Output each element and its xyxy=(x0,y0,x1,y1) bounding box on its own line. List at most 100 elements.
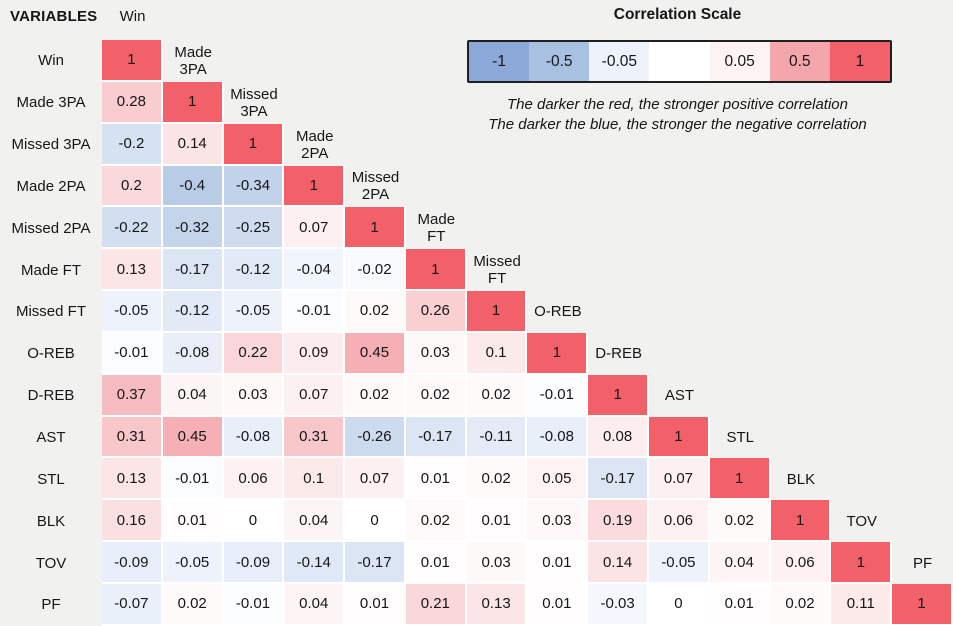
matrix-cell: 0.14 xyxy=(588,542,650,584)
correlation-scale-legend: -1 -0.5 -0.05 0.05 0.5 1 xyxy=(467,40,892,83)
matrix-cell: -0.08 xyxy=(223,416,285,459)
matrix-cell: -0.17 xyxy=(162,249,224,292)
row-label: Missed 2PA xyxy=(11,219,91,237)
variables-header-label: VARIABLES xyxy=(10,8,98,25)
matrix-row: PF -0.07 0.02 -0.01 0.04 0.01 0.21 0.13 0.01 -0.0… xyxy=(0,583,953,626)
correlation-matrix: Win 1 Made 3PA Made 3PA 0.28 1 Missed 3PA Missed … xyxy=(0,40,953,626)
matrix-row: Made 3PA 0.28 1 Missed 3PA xyxy=(0,81,953,124)
matrix-cell: 0.06 xyxy=(770,542,832,584)
matrix-row: Made FT 0.13 -0.17 -0.12 -0.04 -0.02 1 Missed FT xyxy=(0,249,953,292)
row-label: TOV xyxy=(35,554,67,572)
matrix-cell: 0.07 xyxy=(284,207,346,250)
matrix-cell: 0.19 xyxy=(588,500,650,543)
matrix-cell: -0.01 xyxy=(527,374,589,417)
matrix-cell: 0.05 xyxy=(527,458,589,501)
matrix-cell: 0 xyxy=(345,500,406,543)
matrix-cell: -0.08 xyxy=(162,332,224,375)
matrix-cell: 0.06 xyxy=(649,500,710,543)
matrix-cell: 0.26 xyxy=(405,291,467,333)
row-label: Missed FT xyxy=(15,303,86,321)
matrix-cell: 0.13 xyxy=(102,249,163,292)
matrix-cell: 0.01 xyxy=(405,542,467,584)
legend-segment: -0.05 xyxy=(589,42,650,81)
matrix-row: Made 2PA 0.2 -0.4 -0.34 1 Missed 2PA xyxy=(0,165,953,208)
matrix-cell: -0.12 xyxy=(223,249,285,292)
matrix-cell: -0.05 xyxy=(649,542,710,584)
matrix-cell: 1 xyxy=(649,416,710,459)
matrix-cell: 0.37 xyxy=(102,374,163,417)
matrix-cell: 0.14 xyxy=(162,123,224,166)
matrix-cell: 0.02 xyxy=(405,500,467,543)
matrix-cell: 0.03 xyxy=(527,500,589,543)
matrix-cell: -0.25 xyxy=(223,207,285,250)
matrix-cell: -0.08 xyxy=(527,416,589,459)
diagonal-column-header: Missed FT xyxy=(473,253,521,288)
matrix-cell: -0.05 xyxy=(162,542,224,584)
matrix-cell: -0.14 xyxy=(284,542,346,584)
matrix-cell: 0.04 xyxy=(709,542,771,584)
matrix-row: D-REB 0.37 0.04 0.03 0.07 0.02 0.02 0.02 -0.01 1 A… xyxy=(0,374,953,417)
matrix-cell: 0 xyxy=(649,583,710,626)
matrix-cell: 1 xyxy=(466,291,528,333)
matrix-cell: 0.07 xyxy=(649,458,710,501)
legend-segment: -1 xyxy=(469,42,530,81)
diagonal-column-header: Made 3PA xyxy=(174,43,212,78)
matrix-cell: 0.03 xyxy=(223,374,285,417)
matrix-row: Win 1 Made 3PA xyxy=(0,40,953,82)
matrix-cell: -0.01 xyxy=(102,332,163,375)
matrix-cell: 0.01 xyxy=(345,583,406,626)
row-label: Win xyxy=(38,52,64,70)
matrix-cell: 0.07 xyxy=(345,458,406,501)
matrix-cell: 1 xyxy=(162,81,224,124)
matrix-cell: 1 xyxy=(709,458,771,501)
matrix-cell: -0.32 xyxy=(162,207,224,250)
matrix-cell: 1 xyxy=(405,249,467,292)
matrix-cell: 0.07 xyxy=(284,374,346,417)
matrix-cell: -0.04 xyxy=(284,249,346,292)
matrix-cell: 0.1 xyxy=(284,458,346,501)
matrix-cell: 0.01 xyxy=(709,583,771,626)
matrix-cell: 0.01 xyxy=(405,458,467,501)
matrix-cell: 0.02 xyxy=(345,291,406,333)
legend-segment xyxy=(649,42,710,81)
matrix-cell: -0.34 xyxy=(223,165,285,208)
matrix-cell: -0.2 xyxy=(102,123,163,166)
matrix-cell: 0.04 xyxy=(284,500,346,543)
matrix-row: STL 0.13 -0.01 0.06 0.1 0.07 0.01 0.02 0.05 -0.17… xyxy=(0,458,953,501)
matrix-cell: 1 xyxy=(223,123,285,166)
diagonal-column-header: PF xyxy=(912,554,933,572)
matrix-cell: 0.45 xyxy=(345,332,406,375)
matrix-cell: 0.06 xyxy=(223,458,285,501)
matrix-cell: -0.22 xyxy=(102,207,163,250)
matrix-cell: -0.09 xyxy=(102,542,163,584)
row-label: STL xyxy=(37,470,65,488)
legend-notes: The darker the red, the stronger positiv… xyxy=(417,95,938,135)
matrix-row: AST 0.31 0.45 -0.08 0.31 -0.26 -0.17 -0.11 -0.08… xyxy=(0,416,953,459)
matrix-cell: 1 xyxy=(588,374,650,417)
row-label: Made 3PA xyxy=(16,94,86,112)
diagonal-column-header: TOV xyxy=(846,512,878,530)
matrix-cell: 0.01 xyxy=(466,500,528,543)
diagonal-column-header: Missed 2PA xyxy=(351,169,400,204)
matrix-cell: -0.12 xyxy=(162,291,224,333)
matrix-cell: 0.03 xyxy=(405,332,467,375)
matrix-cell: 1 xyxy=(102,40,163,82)
row-label: BLK xyxy=(36,512,66,530)
matrix-cell: 0.02 xyxy=(466,374,528,417)
matrix-cell: 0.02 xyxy=(770,583,832,626)
matrix-cell: 1 xyxy=(527,332,589,375)
matrix-cell: -0.17 xyxy=(588,458,650,501)
matrix-cell: 0.02 xyxy=(405,374,467,417)
matrix-cell: 0.16 xyxy=(102,500,163,543)
matrix-cell: -0.03 xyxy=(588,583,650,626)
matrix-cell: -0.17 xyxy=(405,416,467,459)
matrix-cell: 0.2 xyxy=(102,165,163,208)
matrix-cell: 0.02 xyxy=(345,374,406,417)
legend-note-red: The darker the red, the stronger positiv… xyxy=(506,96,848,113)
matrix-cell: 1 xyxy=(770,500,832,543)
matrix-cell: -0.02 xyxy=(345,249,406,292)
matrix-cell: 1 xyxy=(345,207,406,250)
matrix-cell: 0.02 xyxy=(162,583,224,626)
matrix-cell: 0.01 xyxy=(527,542,589,584)
